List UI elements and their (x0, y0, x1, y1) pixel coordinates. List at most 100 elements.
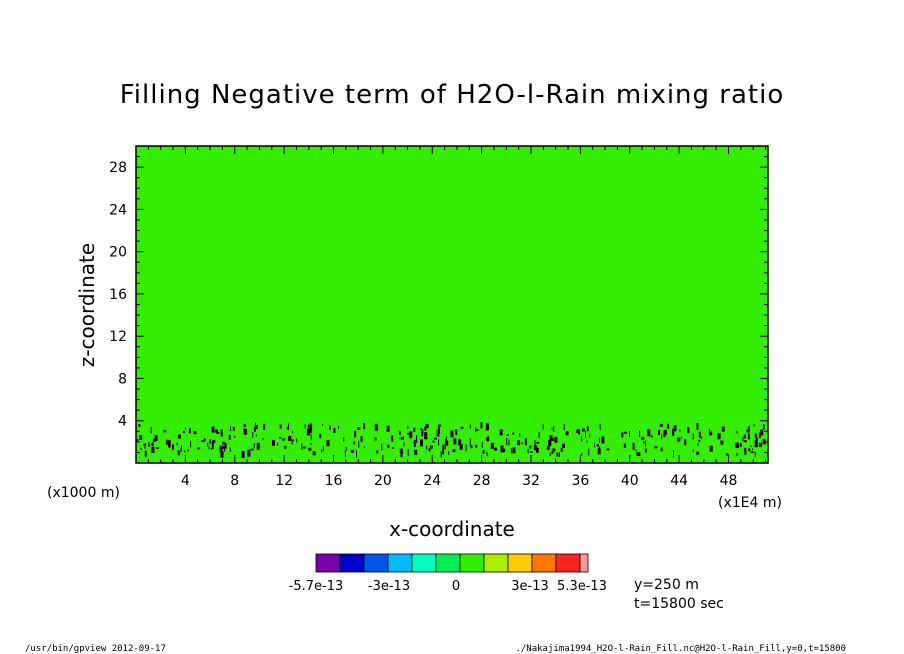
speckle (658, 430, 661, 436)
speckle (585, 431, 586, 439)
speckle (301, 443, 303, 450)
speckle (310, 443, 312, 446)
x-tick-label: 48 (720, 473, 738, 489)
speckle (190, 441, 192, 448)
x-tick-label: 8 (230, 473, 239, 489)
speckle (209, 439, 212, 444)
speckle (308, 428, 312, 434)
x-tick-label: 16 (325, 473, 343, 489)
y-tick-label: 8 (118, 371, 127, 387)
speckle (211, 441, 214, 449)
y-ticks: 4 8 12 16 20 24 28 (109, 156, 768, 453)
speckle (508, 439, 510, 446)
x-tick-label: 28 (473, 473, 491, 489)
speckle (222, 445, 226, 448)
speckle (490, 442, 494, 449)
speckle (345, 446, 347, 451)
speckle (154, 434, 158, 441)
colorbar-swatch (435, 553, 461, 573)
speckle (512, 432, 515, 435)
speckle (527, 448, 529, 452)
speckle (253, 426, 256, 432)
speckle (432, 440, 435, 443)
speckle (512, 447, 516, 454)
speckle (621, 432, 624, 438)
speckle (308, 447, 312, 451)
speckle (304, 424, 306, 429)
speckle (560, 447, 563, 452)
speckle (549, 452, 551, 456)
speckle (413, 439, 416, 447)
speckle (469, 424, 471, 429)
speckle (684, 439, 687, 446)
speckle (458, 439, 462, 446)
speckle (581, 452, 583, 456)
speckle (136, 439, 139, 442)
speckle (743, 434, 746, 439)
speckle (746, 429, 750, 433)
speckle (455, 429, 458, 436)
speckle (416, 435, 417, 442)
speckle (659, 423, 663, 427)
speckle (438, 439, 440, 446)
speckle (623, 431, 627, 434)
speckle (752, 448, 753, 451)
speckle (212, 439, 216, 443)
y-tick-label: 24 (109, 202, 127, 218)
speckle (637, 452, 641, 457)
speckle (452, 449, 456, 453)
speckle (442, 448, 445, 455)
x-tick-label: 40 (621, 473, 639, 489)
speckle (211, 426, 215, 433)
speckle (350, 449, 354, 453)
speckle (553, 425, 555, 432)
colorbar-swatch (483, 553, 509, 573)
speckle (357, 427, 361, 430)
speckle (549, 435, 553, 441)
speckle (758, 432, 761, 439)
speckle (207, 442, 209, 447)
speckle (623, 443, 626, 448)
speckle (329, 425, 331, 430)
speckle (184, 427, 186, 430)
colorbar-swatch (507, 553, 533, 573)
colorbar-swatch (411, 553, 437, 573)
speckle (599, 424, 601, 430)
speckle (735, 442, 739, 448)
y-tick-label: 16 (109, 287, 127, 303)
speckle (755, 437, 758, 441)
speckle (521, 442, 523, 445)
speckle (555, 438, 558, 442)
speckle (701, 436, 703, 439)
speckle (753, 424, 755, 427)
speckle (425, 423, 429, 428)
speckle (163, 430, 167, 433)
speckle (177, 434, 181, 439)
speckle (551, 450, 554, 454)
speckle (284, 445, 287, 449)
x-axis-label: x-coordinate (389, 517, 515, 541)
speckle (756, 437, 758, 445)
speckle (344, 450, 346, 457)
speckle (152, 438, 156, 442)
field-background (136, 146, 768, 463)
speckle (229, 447, 231, 452)
speckle (220, 450, 224, 458)
speckle (482, 449, 485, 454)
speckle (216, 432, 220, 434)
colorbar-swatch (459, 553, 485, 573)
speckle (556, 452, 559, 457)
speckle (748, 448, 751, 452)
speckle (606, 448, 610, 451)
speckle (481, 441, 483, 448)
speckle (243, 423, 246, 427)
speckle (440, 451, 442, 458)
speckle (677, 437, 681, 442)
speckle (403, 442, 405, 447)
speckle (292, 431, 293, 434)
colorbar-swatch (315, 553, 341, 573)
speckle (460, 426, 464, 429)
speckle (219, 445, 223, 453)
speckle (747, 426, 749, 430)
